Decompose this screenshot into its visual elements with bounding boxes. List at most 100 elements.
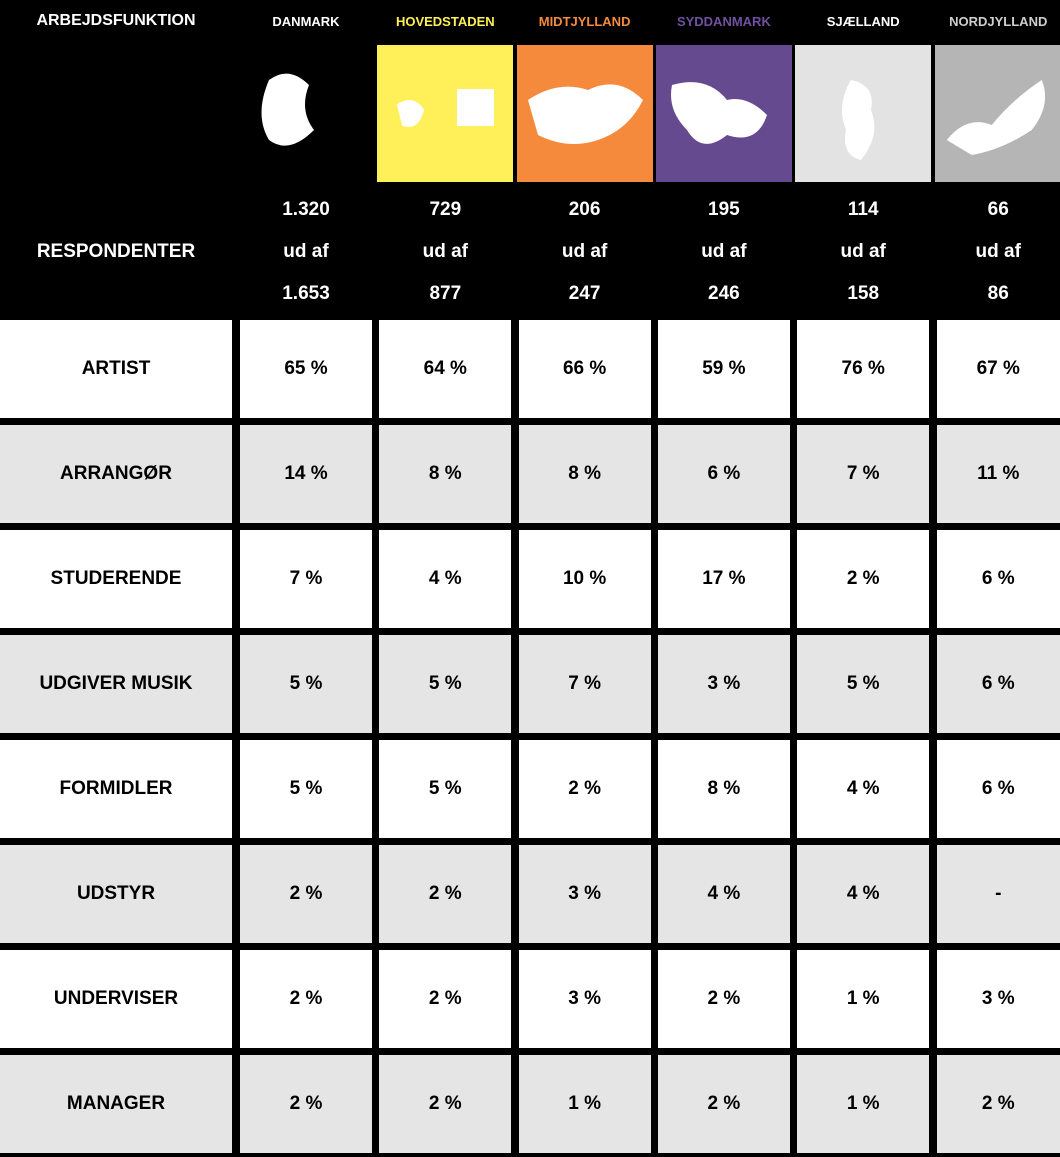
percentage: 5 % [428, 778, 462, 799]
respondents-total: 1.653 [282, 282, 330, 304]
data-cell: 4 % [797, 845, 930, 943]
percentage: 3 % [568, 988, 601, 1009]
data-cell: 6 % [936, 635, 1060, 733]
data-cell: 11 % [936, 425, 1060, 523]
data-cell: 65 % [240, 320, 372, 418]
percentage: 5 % [289, 778, 323, 799]
respondents-total: 86 [987, 282, 1009, 304]
header-cell: ARBEJDSFUNKTION [0, 0, 232, 42]
row-label-cell: ARRANGØR [0, 425, 232, 523]
header-cell: SJÆLLAND [797, 0, 929, 42]
map-tile [516, 45, 653, 182]
percentage: 2 % [707, 1093, 741, 1114]
respondents-total: 247 [568, 282, 601, 304]
data-cell: 4 % [379, 530, 512, 628]
respondents-of: ud af [422, 240, 468, 262]
respondents-total: 877 [429, 282, 462, 304]
data-cell: 5 % [379, 635, 512, 733]
region-map [946, 80, 1045, 155]
data-cell: 17 % [657, 530, 790, 628]
percentage: 2 % [568, 778, 601, 799]
header-cell: DANMARK [240, 0, 372, 42]
percentage: 3 % [981, 988, 1015, 1009]
percentage: 2 % [428, 988, 462, 1009]
region-name: HOVEDSTADEN [395, 13, 495, 29]
percentage: 11 % [977, 463, 1020, 484]
respondents-cell: 114 ud af 158 [797, 185, 929, 318]
percentage: 1 % [568, 1093, 601, 1114]
data-cell: 2 % [657, 1055, 790, 1153]
data-cell: 8 % [379, 425, 512, 523]
row-label-cell: STUDERENDE [0, 530, 232, 628]
row-label: MANAGER [66, 1093, 166, 1114]
row-label-cell: UDGIVER MUSIK [0, 635, 232, 733]
percentage: 6 % [981, 673, 1015, 694]
region-name: MIDTJYLLAND [538, 13, 631, 29]
percentage: 17 % [702, 568, 746, 589]
percentage: 7 % [846, 463, 880, 484]
region-name: SYDDANMARK [676, 13, 771, 29]
row-label-cell: ARTIST [0, 320, 232, 418]
percentage: 65 % [284, 358, 328, 379]
data-cell: 2 % [379, 1055, 512, 1153]
percentage: 67 % [976, 358, 1020, 379]
data-cell: 8 % [657, 740, 790, 838]
percentage: 1 % [846, 988, 880, 1009]
header-cell: NORDJYLLAND [937, 0, 1060, 42]
percentage: 2 % [981, 1093, 1015, 1114]
region-map [670, 82, 767, 144]
percentage: 6 % [981, 568, 1015, 589]
row-label: STUDERENDE [50, 568, 182, 589]
percentage: 8 % [428, 463, 462, 484]
percentage: 3 % [707, 673, 741, 694]
data-cell: 7 % [240, 530, 372, 628]
data-cell: 2 % [936, 1055, 1060, 1153]
data-cell: 6 % [936, 740, 1060, 838]
percentage: 14 % [284, 463, 328, 484]
data-cell: 7 % [797, 425, 930, 523]
data-cell: 2 % [379, 950, 512, 1048]
data-cell: 5 % [240, 635, 372, 733]
data-cell: 8 % [518, 425, 651, 523]
row-label: UDSTYR [76, 883, 156, 904]
percentage: 2 % [428, 883, 462, 904]
respondents-of: ud af [840, 240, 886, 262]
respondents-cell: 206 ud af 247 [519, 185, 651, 318]
row-label-cell: UDSTYR [0, 845, 232, 943]
respondents-count: 206 [568, 198, 601, 220]
percentage: 2 % [428, 1093, 462, 1114]
data-cell: 67 % [936, 320, 1060, 418]
header-cell: SYDDANMARK [658, 0, 790, 42]
percentage: 5 % [428, 673, 462, 694]
respondents-of: ud af [283, 240, 329, 262]
header-cell: MIDTJYLLAND [519, 0, 651, 42]
percentage: 8 % [707, 778, 741, 799]
percentage: 2 % [707, 988, 741, 1009]
respondents-of: ud af [701, 240, 747, 262]
region-name: DANMARK [272, 13, 340, 29]
percentage: 4 % [846, 883, 880, 904]
row-label: UDGIVER MUSIK [39, 673, 193, 694]
data-cell: 5 % [240, 740, 372, 838]
respondents-of: ud af [975, 240, 1021, 262]
percentage: 66 % [562, 358, 607, 379]
respondents-cell: 66 ud af 86 [937, 185, 1060, 318]
percentage: 76 % [841, 358, 885, 379]
map-tile [238, 45, 374, 182]
respondents-count: 1.320 [282, 198, 330, 220]
region-map [397, 89, 495, 127]
region-name: SJÆLLAND [826, 13, 900, 29]
respondents-label: RESPONDENTER [36, 240, 196, 262]
row-label: UNDERVISER [53, 988, 179, 1009]
respondents-total: 158 [847, 282, 880, 304]
data-cell: 59 % [657, 320, 790, 418]
respondents-of: ud af [561, 240, 608, 262]
percentage: 1 % [846, 1093, 880, 1114]
data-cell: 14 % [240, 425, 372, 523]
map-tile [655, 45, 792, 182]
percentage: 2 % [289, 1093, 323, 1114]
row-label: ARTIST [81, 358, 151, 379]
respondents-cell: 729 ud af 877 [379, 185, 511, 318]
percentage: 59 % [702, 358, 746, 379]
percentage: 64 % [423, 358, 467, 379]
